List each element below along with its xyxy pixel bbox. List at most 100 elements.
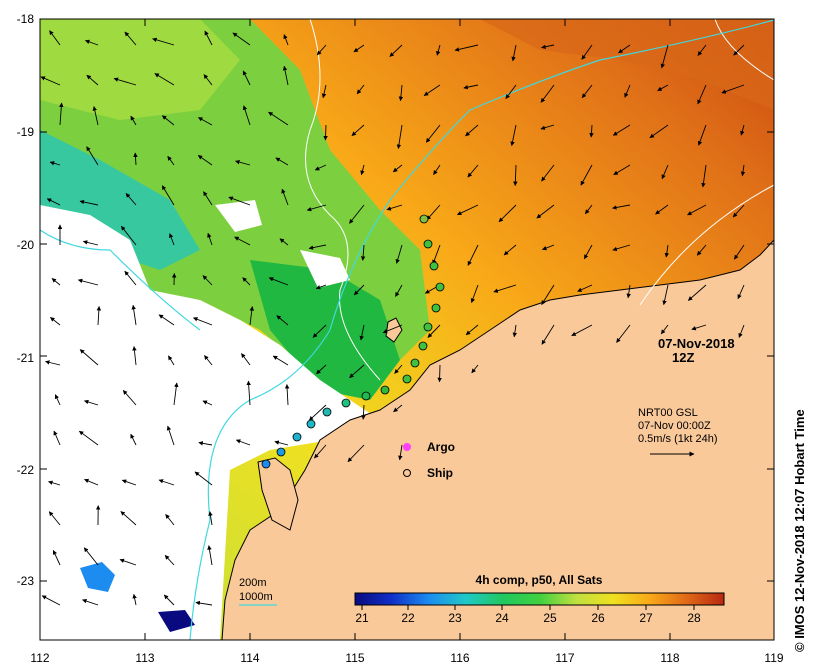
- lon-axis-labels: 112 113 114 115 116 117 118 119: [30, 651, 783, 665]
- current-vector: [276, 315, 289, 326]
- lon-label: 112: [30, 651, 49, 665]
- isobath-1000m: [40, 19, 774, 640]
- current-vector: [436, 44, 441, 56]
- current-vector: [49, 161, 61, 166]
- current-vector: [164, 554, 175, 566]
- sst-deepgreen-region: [250, 260, 400, 400]
- current-vector: [349, 204, 365, 224]
- lat-label: -18: [17, 12, 35, 26]
- current-vector: [433, 164, 441, 175]
- lon-label: 116: [450, 651, 469, 665]
- current-vector: [77, 278, 99, 286]
- current-vector: [513, 164, 518, 187]
- current-vector: [207, 232, 213, 246]
- current-vector: [281, 188, 289, 206]
- island: [385, 317, 403, 343]
- isobath-200m: [305, 19, 774, 381]
- current-vector: [583, 244, 593, 260]
- current-vector: [687, 284, 707, 301]
- current-vector: [203, 191, 213, 206]
- current-vector: [589, 124, 594, 138]
- current-vector: [540, 84, 555, 103]
- current-vector: [314, 444, 327, 459]
- current-vector: [133, 152, 138, 166]
- current-vector: [197, 155, 213, 166]
- current-vector: [360, 244, 366, 261]
- lat-label: -20: [17, 238, 35, 252]
- current-vector: [540, 124, 555, 130]
- current-source: NRT00 GSL: [638, 407, 698, 419]
- current-vector: [351, 124, 365, 137]
- current-vector: [541, 284, 555, 305]
- current-vector: [195, 600, 213, 606]
- current-vector: [316, 364, 327, 375]
- current-vector: [392, 164, 403, 173]
- current-vector: [78, 430, 99, 446]
- current-vector: [505, 84, 517, 99]
- current-vector: [173, 382, 179, 406]
- colorbar-label: 28: [687, 611, 701, 625]
- current-vector: [242, 105, 251, 126]
- current-vector: [349, 364, 365, 379]
- colorbar: [354, 592, 725, 606]
- current-vector: [306, 204, 327, 212]
- current-date: 07-Nov 00:00Z: [638, 420, 711, 432]
- current-vector: [125, 193, 137, 206]
- current-vector: [228, 196, 251, 206]
- current-vector: [168, 355, 175, 366]
- current-vector: [130, 433, 137, 446]
- current-vector: [616, 324, 631, 343]
- cloud-mask-west: [40, 205, 380, 640]
- cloud-mask-center: [300, 250, 350, 288]
- current-vector: [701, 164, 707, 188]
- current-vector: [312, 324, 327, 338]
- ship-track: [261, 214, 445, 469]
- ship-label: Ship: [427, 466, 453, 480]
- current-vector: [541, 244, 555, 251]
- current-vector: [202, 275, 213, 286]
- current-vector: [202, 400, 213, 406]
- current-vector: [121, 479, 137, 486]
- current-vector: [154, 73, 175, 86]
- current-vector: [662, 284, 669, 306]
- current-vector: [242, 277, 251, 286]
- current-vector: [721, 84, 745, 94]
- colorbar-label: 24: [495, 611, 509, 625]
- current-vector: [432, 244, 441, 265]
- current-vector: [581, 44, 593, 60]
- current-vector: [393, 404, 403, 413]
- current-vector: [347, 444, 365, 463]
- ship-symbol: [403, 469, 411, 477]
- current-vector: [198, 117, 213, 126]
- current-vector: [437, 364, 442, 383]
- current-vector: [282, 65, 289, 86]
- current-vector: [274, 440, 289, 446]
- current-vector: [316, 44, 327, 56]
- colorbar-label: 23: [448, 611, 462, 625]
- current-vector: [394, 364, 403, 374]
- current-vector: [734, 244, 745, 260]
- current-vector: [314, 164, 327, 171]
- current-vector: [49, 30, 61, 46]
- current-vector: [740, 124, 745, 136]
- current-vector: [612, 244, 631, 252]
- current-vector: [163, 594, 175, 606]
- ship-position-marker: [322, 407, 332, 417]
- current-vector: [165, 514, 175, 526]
- current-vector: [113, 77, 137, 86]
- colorbar-title: 4h comp, p50, All Sats: [476, 573, 603, 587]
- map-plot-area: [40, 19, 774, 640]
- current-vector: [465, 124, 479, 137]
- current-vector: [323, 124, 328, 141]
- peninsula: [257, 457, 299, 531]
- current-vector: [246, 380, 251, 406]
- current-vector: [423, 84, 441, 96]
- current-vector: [512, 324, 518, 338]
- current-vector: [498, 204, 517, 223]
- isobath-1000m-label: 1000m: [239, 591, 273, 603]
- colorbar-label: 25: [543, 611, 557, 625]
- current-vector: [584, 204, 593, 215]
- current-vector: [470, 284, 479, 304]
- ship-position-marker: [435, 282, 445, 292]
- current-vector: [308, 244, 327, 250]
